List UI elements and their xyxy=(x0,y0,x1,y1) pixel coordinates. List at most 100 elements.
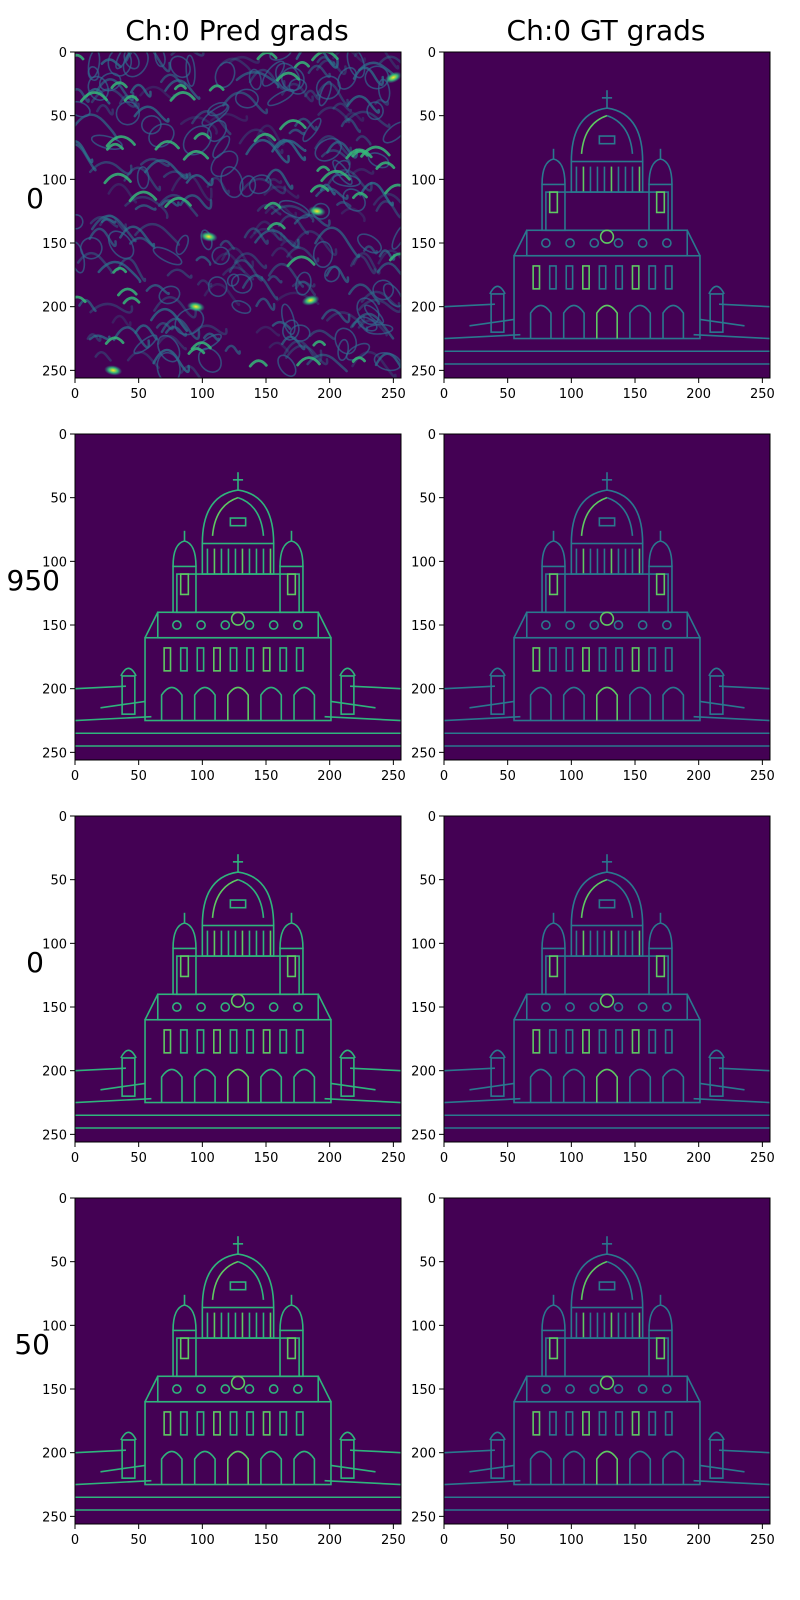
noise-swirl xyxy=(126,350,160,369)
edge-path xyxy=(708,285,725,295)
noise-ring xyxy=(275,62,301,92)
edge-path xyxy=(120,667,137,677)
edge-rect xyxy=(490,293,505,333)
x-tick-label: 100 xyxy=(190,1151,215,1166)
edge-circle xyxy=(172,1384,182,1394)
noise-ring xyxy=(289,324,311,342)
edge-line xyxy=(719,685,770,690)
edge-rect xyxy=(548,265,557,290)
heatmap-image xyxy=(444,816,770,1142)
edge-path xyxy=(648,158,673,185)
noise-ring xyxy=(302,117,322,143)
noise-swirl xyxy=(267,275,283,284)
noise-ring xyxy=(281,67,305,92)
edge-rect xyxy=(570,924,644,957)
noise-swirl xyxy=(294,117,318,132)
noise-swirl xyxy=(353,52,400,70)
heatmap-image xyxy=(75,434,401,760)
edge-rect xyxy=(615,1029,624,1054)
edge-rect xyxy=(163,647,172,672)
edge-path xyxy=(237,878,265,918)
edge-circle xyxy=(540,1002,551,1012)
noise-swirl xyxy=(196,279,213,288)
noise-ring xyxy=(334,327,358,355)
noise-swirl xyxy=(352,168,375,175)
subplot-8: 0 50 100 150 200 250 0 50 100 150 200 250 xyxy=(411,1192,775,1548)
edge-path xyxy=(120,1049,137,1059)
subplot-6: 0 50 100 150 200 250 0 50 100 150 200 250 xyxy=(411,810,775,1166)
edge-path xyxy=(629,304,652,339)
noise-swirl xyxy=(97,260,142,284)
noise-swirl xyxy=(124,195,169,219)
edge-rect xyxy=(582,1029,590,1054)
y-tick-label: 50 xyxy=(419,492,436,507)
noise-swirl xyxy=(155,322,174,331)
edge-circle xyxy=(565,238,575,248)
noise-ring xyxy=(154,52,166,68)
edge-path xyxy=(339,1049,356,1059)
edge-rect xyxy=(655,955,666,978)
edge-line xyxy=(100,700,146,709)
noise-ring xyxy=(123,52,140,70)
noise-ring xyxy=(391,223,401,250)
noise-swirl xyxy=(267,262,305,288)
noise-swirl xyxy=(254,229,300,249)
edge-path xyxy=(339,667,356,677)
x-tick-label: 50 xyxy=(499,1533,516,1548)
edge-line xyxy=(350,1449,401,1454)
noise-swirl xyxy=(160,199,180,207)
edge-circle xyxy=(661,1384,672,1394)
x-tick-label: 0 xyxy=(71,769,79,784)
edge-rect xyxy=(196,1029,205,1054)
edge-path xyxy=(237,496,265,536)
edge-rect xyxy=(648,1329,673,1378)
noise-swirl xyxy=(75,88,90,103)
edge-rect xyxy=(548,191,559,214)
edge-rect xyxy=(598,899,616,909)
heatmap-image xyxy=(75,52,401,378)
row-label-2: 950 xyxy=(6,564,60,597)
x-tick-label: 250 xyxy=(381,387,406,402)
noise-ring xyxy=(133,334,158,355)
y-tick-label: 0 xyxy=(428,810,436,825)
noise-swirl xyxy=(144,159,189,180)
edge-line xyxy=(100,1082,146,1091)
noise-swirl xyxy=(283,340,323,363)
edge-rect xyxy=(262,1029,271,1054)
edge-path xyxy=(648,540,673,567)
noise-swirl xyxy=(294,280,317,296)
noise-streak xyxy=(123,94,139,102)
y-tick-label: 50 xyxy=(50,1256,67,1271)
y-tick-label: 150 xyxy=(42,619,67,634)
edge-rect xyxy=(582,1411,590,1436)
x-tick-label: 250 xyxy=(750,387,775,402)
x-tick-label: 200 xyxy=(686,769,711,784)
y-tick-label: 150 xyxy=(42,1383,67,1398)
noise-ring xyxy=(207,276,228,298)
noise-ring xyxy=(87,75,110,101)
edge-path xyxy=(120,1431,137,1441)
edge-circle xyxy=(220,1002,231,1012)
edge-rect xyxy=(172,947,197,996)
edge-path xyxy=(237,1260,265,1300)
y-tick-label: 50 xyxy=(419,874,436,889)
edge-rect xyxy=(598,1281,616,1291)
edge-rect xyxy=(279,1329,304,1378)
edge-rect xyxy=(121,675,136,715)
heatmap-image xyxy=(75,816,401,1142)
noise-swirl xyxy=(164,79,201,100)
noise-ring xyxy=(278,199,311,219)
edge-circle xyxy=(637,1384,648,1394)
x-tick-label: 200 xyxy=(317,387,342,402)
edge-rect xyxy=(201,924,275,957)
x-tick-label: 150 xyxy=(254,387,279,402)
edge-line xyxy=(444,1097,521,1104)
noise-streak xyxy=(352,191,368,200)
noise-swirl xyxy=(326,140,358,159)
noise-swirl xyxy=(359,181,395,207)
edge-path xyxy=(211,878,239,918)
noise-swirl xyxy=(378,249,396,261)
edge-path xyxy=(596,686,618,721)
noise-swirl xyxy=(320,149,351,166)
edge-circle xyxy=(540,238,551,248)
